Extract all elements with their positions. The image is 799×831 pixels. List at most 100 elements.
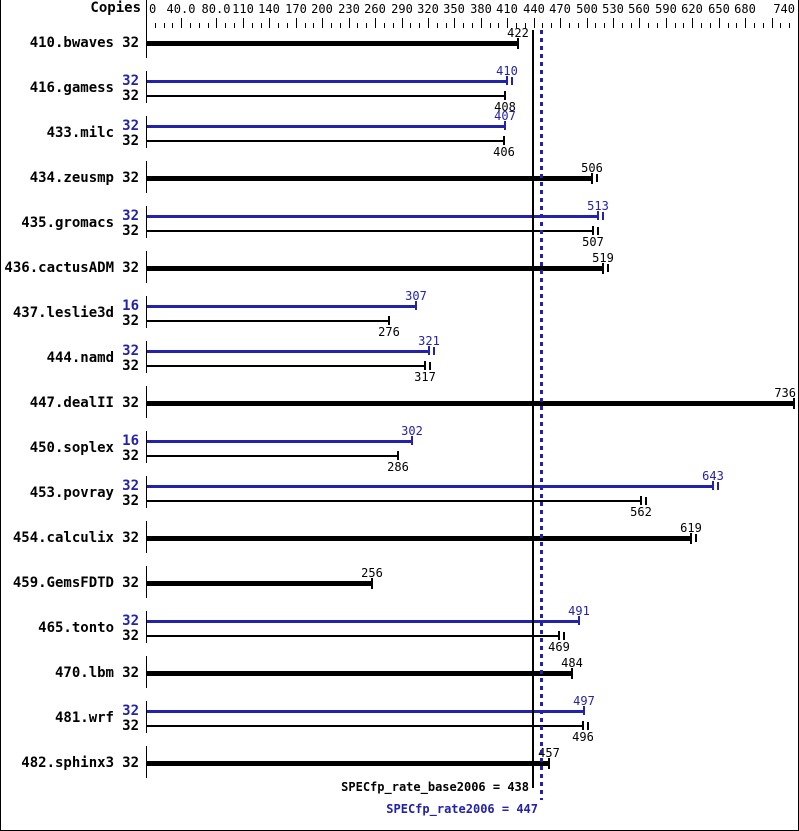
row-axis-segment	[146, 701, 147, 733]
row-axis-segment	[146, 26, 147, 58]
axis-tick-label: 350	[443, 2, 465, 16]
axis-major-tick	[560, 18, 561, 28]
bar-value-label: 519	[592, 251, 614, 265]
bar-value-label: 506	[581, 161, 603, 175]
axis-major-tick	[481, 18, 482, 28]
row-axis-segment	[146, 161, 147, 193]
base-rate-label: SPECfp_rate_base2006 = 438	[341, 780, 529, 794]
axis-minor-tick	[490, 23, 491, 28]
peak-bar	[147, 710, 584, 713]
axis-minor-tick	[551, 23, 552, 28]
bar-end-cap	[793, 398, 795, 409]
axis-minor-tick	[683, 23, 684, 28]
bar-end-cap	[690, 533, 692, 544]
bar-end-cap	[517, 38, 519, 49]
run-range-tick	[587, 722, 589, 730]
base-rate-reference-line	[532, 30, 534, 788]
row-axis-segment	[146, 431, 147, 463]
axis-minor-tick	[190, 23, 191, 28]
copies-value: 32	[122, 493, 139, 509]
axis-minor-tick	[604, 23, 605, 28]
benchmark-label: 482.sphinx3	[21, 755, 114, 771]
axis-tick-label: 500	[576, 2, 598, 16]
bar-value-label: 276	[378, 325, 400, 339]
copies-column-header: Copies	[90, 0, 141, 16]
peak-bar	[147, 620, 579, 623]
peak-bar	[147, 485, 713, 488]
axis-tick-label: 650	[708, 2, 730, 16]
bar-value-label: 406	[493, 145, 515, 159]
copies-value: 32	[122, 703, 139, 719]
row-axis-segment	[146, 251, 147, 283]
bar-end-cap	[504, 121, 506, 130]
axis-tick-label: 680	[734, 2, 756, 16]
run-range-tick	[597, 227, 599, 235]
bar-end-cap	[712, 481, 714, 490]
axis-minor-tick	[472, 23, 473, 28]
axis-minor-tick	[393, 23, 394, 28]
benchmark-label: 435.gromacs	[21, 215, 114, 231]
axis-tick-label: 620	[681, 2, 703, 16]
axis-minor-tick	[789, 23, 790, 28]
bar-value-label: 491	[568, 604, 590, 618]
axis-minor-tick	[313, 23, 314, 28]
axis-major-tick	[269, 18, 270, 28]
bar-value-label: 321	[418, 334, 440, 348]
copies-value: 32	[122, 665, 139, 681]
axis-minor-tick	[525, 23, 526, 28]
axis-tick-label: 140	[258, 2, 280, 16]
bar-end-cap	[506, 76, 508, 85]
benchmark-label: 453.povray	[29, 485, 114, 501]
bar-end-cap	[371, 578, 373, 589]
axis-minor-tick	[340, 23, 341, 28]
base-bar	[147, 95, 505, 97]
axis-minor-tick	[155, 23, 156, 28]
axis-tick-label: 560	[628, 2, 650, 16]
axis-major-tick	[349, 18, 350, 28]
copies-value: 16	[122, 298, 139, 314]
bar-end-cap	[640, 496, 642, 505]
axis-minor-tick	[384, 23, 385, 28]
axis-major-tick	[454, 18, 455, 28]
copies-value: 32	[122, 478, 139, 494]
axis-minor-tick	[498, 23, 499, 28]
axis-major-tick	[613, 18, 614, 28]
bar-value-label: 302	[401, 424, 423, 438]
benchmark-label: 416.gamess	[29, 80, 114, 96]
axis-major-tick	[666, 18, 667, 28]
axis-minor-tick	[516, 23, 517, 28]
axis-major-tick	[639, 18, 640, 28]
bar-end-cap	[424, 361, 426, 370]
axis-tick-label: 590	[655, 2, 677, 16]
axis-tick-label: 380	[470, 2, 492, 16]
axis-minor-tick	[331, 23, 332, 28]
axis-tick-label: 470	[549, 2, 571, 16]
copies-value: 32	[122, 313, 139, 329]
axis-minor-tick	[710, 23, 711, 28]
axis-tick-label: 0	[149, 2, 157, 16]
axis-major-tick	[772, 18, 773, 28]
benchmark-label: 459.GemsFDTD	[12, 575, 114, 591]
peak-bar	[147, 125, 505, 128]
axis-major-tick	[243, 18, 244, 28]
benchmark-label: 437.leslie3d	[12, 305, 114, 321]
axis-major-tick	[587, 18, 588, 28]
axis-tick-label: 530	[602, 2, 624, 16]
bar-value-label: 562	[630, 505, 652, 519]
row-axis-segment	[146, 116, 147, 148]
axis-minor-tick	[225, 23, 226, 28]
bar-value-label: 507	[582, 235, 604, 249]
axis-major-tick	[428, 18, 429, 28]
axis-major-tick	[745, 18, 746, 28]
axis-minor-tick	[675, 23, 676, 28]
base-bar	[147, 320, 389, 322]
base-bar	[147, 671, 572, 676]
base-bar	[147, 41, 518, 46]
benchmark-label: 470.lbm	[54, 665, 114, 681]
axis-minor-tick	[172, 23, 173, 28]
bar-value-label: 469	[548, 640, 570, 654]
bar-end-cap	[571, 668, 573, 679]
axis-tick-label: 230	[338, 2, 360, 16]
bar-value-label: 513	[587, 199, 609, 213]
